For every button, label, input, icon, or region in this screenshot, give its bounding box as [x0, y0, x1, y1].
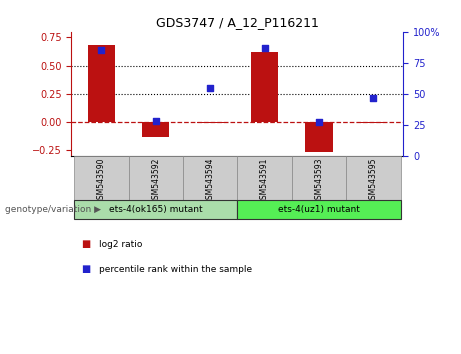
Text: GSM543591: GSM543591 — [260, 158, 269, 204]
Point — [152, 118, 160, 124]
Bar — [129, 156, 183, 200]
Bar — [88, 45, 115, 122]
Text: GSM543595: GSM543595 — [369, 158, 378, 205]
Point — [207, 85, 214, 91]
Bar — [142, 122, 169, 137]
Text: ■: ■ — [81, 264, 90, 274]
Bar — [74, 156, 129, 200]
Text: ■: ■ — [81, 239, 90, 249]
Text: ets-4(ok165) mutant: ets-4(ok165) mutant — [109, 205, 202, 214]
Bar — [346, 156, 401, 200]
Bar — [360, 122, 387, 123]
Bar — [196, 122, 224, 123]
Text: genotype/variation ▶: genotype/variation ▶ — [5, 205, 100, 215]
Text: GSM543593: GSM543593 — [314, 158, 324, 205]
Point — [261, 45, 268, 51]
Bar — [237, 200, 401, 219]
Text: GSM543594: GSM543594 — [206, 158, 215, 205]
Text: percentile rank within the sample: percentile rank within the sample — [99, 264, 252, 274]
Bar — [292, 156, 346, 200]
Point — [315, 119, 323, 125]
Text: GSM543590: GSM543590 — [97, 158, 106, 205]
Point — [98, 47, 105, 53]
Bar — [74, 200, 237, 219]
Text: GSM543592: GSM543592 — [151, 158, 160, 204]
Text: ets-4(uz1) mutant: ets-4(uz1) mutant — [278, 205, 360, 214]
Bar — [237, 156, 292, 200]
Bar — [183, 156, 237, 200]
Bar — [251, 52, 278, 122]
Text: log2 ratio: log2 ratio — [99, 240, 142, 249]
Bar — [306, 122, 333, 152]
Point — [370, 95, 377, 101]
Title: GDS3747 / A_12_P116211: GDS3747 / A_12_P116211 — [156, 16, 319, 29]
